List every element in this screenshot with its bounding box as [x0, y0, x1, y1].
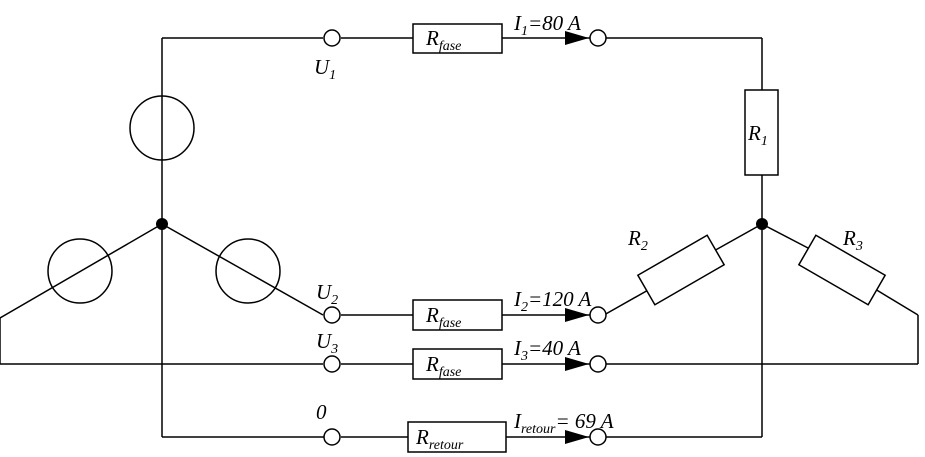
terminal-zero	[323, 428, 341, 446]
current-arrow-2	[565, 308, 589, 322]
terminal-load-3	[589, 355, 607, 373]
terminal-load-2	[589, 306, 607, 324]
source-coil-3	[215, 238, 281, 304]
label-u2: U2	[316, 280, 338, 308]
resistor-r3	[797, 234, 887, 306]
label-zero: 0	[316, 400, 327, 424]
label-rfase-3: Rfase	[425, 352, 461, 380]
terminal-load-1	[589, 29, 607, 47]
label-rfase-1: Rfase	[425, 26, 461, 54]
terminal-u2	[323, 306, 341, 324]
label-current-1: I1=80 A	[513, 11, 581, 39]
resistor-fase-3	[412, 348, 503, 380]
load-star	[603, 38, 919, 437]
terminal-u1	[323, 29, 341, 47]
current-arrow-3	[565, 357, 589, 371]
label-r1: R1	[747, 121, 768, 149]
resistor-fase-2	[412, 299, 503, 331]
label-rretour: Rretour	[415, 425, 464, 453]
current-arrow-retour	[565, 430, 589, 444]
current-arrow-1	[565, 31, 589, 45]
label-rfase-2: Rfase	[425, 303, 461, 331]
resistor-r2	[636, 234, 726, 306]
load-star-node	[756, 218, 768, 230]
resistor-r1	[744, 89, 779, 176]
label-current-2: I2=120 A	[513, 287, 592, 315]
source-star-node	[156, 218, 168, 230]
label-current-retour: Iretour= 69 A	[513, 409, 614, 437]
resistor-retour	[407, 421, 507, 453]
source-coil-2	[47, 238, 113, 304]
source-star	[0, 37, 324, 438]
resistor-fase-1	[412, 23, 503, 54]
label-u3: U3	[316, 329, 338, 357]
terminal-load-retour	[589, 428, 607, 446]
label-current-3: I3=40 A	[513, 336, 581, 364]
label-r2: R2	[627, 226, 648, 254]
label-u1: U1	[314, 55, 336, 83]
source-coil-1	[129, 95, 195, 161]
terminal-u3	[323, 355, 341, 373]
label-r3: R3	[842, 226, 863, 254]
